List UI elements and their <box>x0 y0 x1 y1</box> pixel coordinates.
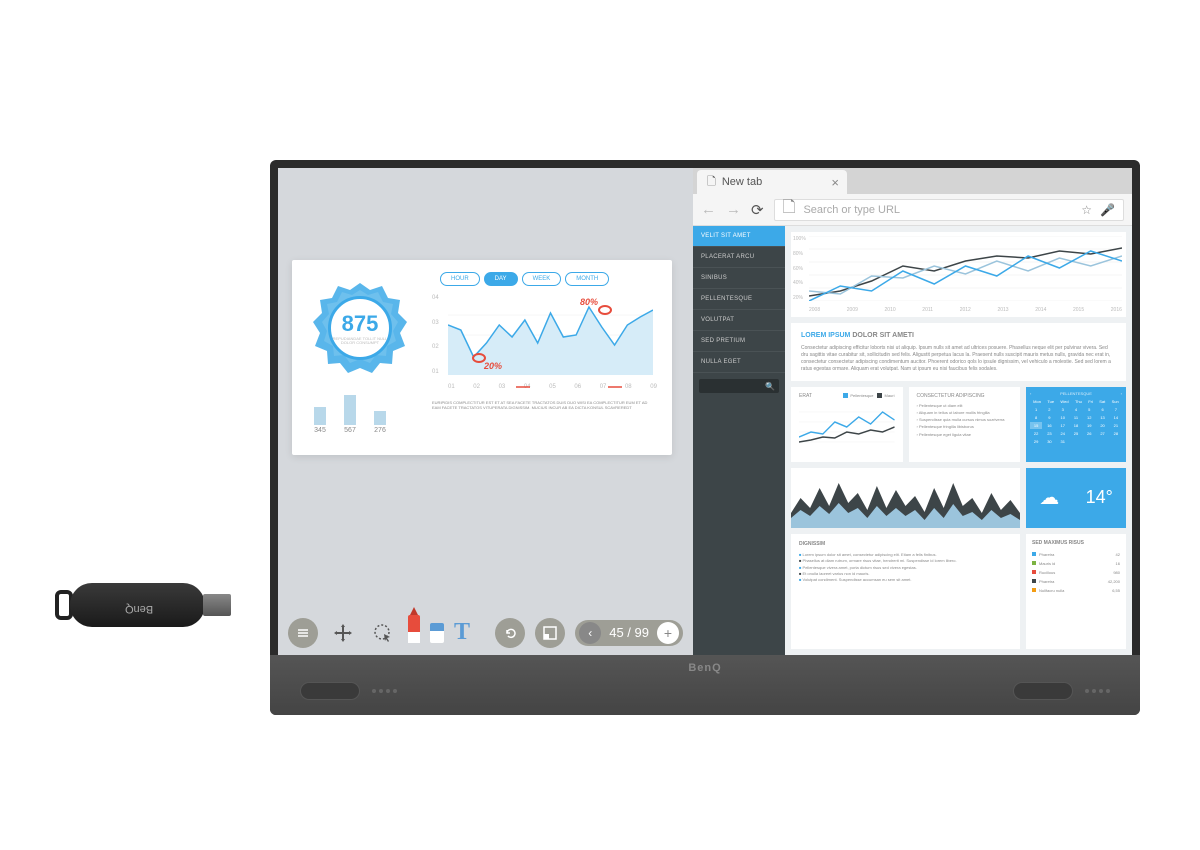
time-pill[interactable]: HOUR <box>440 272 480 286</box>
mini-bar-chart: 345 567 276 <box>314 395 386 434</box>
x-axis-marks <box>448 375 653 393</box>
whiteboard-app: 875 REPUDIANDAE TOLLIT NULL DOLOR CONSUM… <box>278 168 693 655</box>
badge-subtitle: REPUDIANDAE TOLLIT NULL DOLOR CONSUMPT <box>331 337 389 346</box>
list-item: Volutpat condiment. Suspendisse accumsan… <box>799 577 1012 583</box>
add-page-button[interactable]: + <box>657 622 679 644</box>
time-range-pills: HOUR DAY WEEKMONTH <box>440 272 609 286</box>
whiteboard-toolbar: T ‹ 45 / 99 + <box>278 610 693 655</box>
mini-bar: 567 <box>344 395 356 434</box>
time-pill[interactable]: WEEK <box>522 272 562 286</box>
eraser-tool[interactable] <box>430 623 444 643</box>
mic-icon[interactable]: 🎤 <box>1100 203 1115 217</box>
erat-chart-panel: ERAT PellentesqueMauri <box>791 387 903 462</box>
menu-button[interactable] <box>288 618 318 648</box>
usb-dongle: BenQ <box>55 575 255 635</box>
red-pen-tool[interactable] <box>408 615 420 643</box>
panel-title: SED MAXIMUS RISUS <box>1032 540 1120 546</box>
calendar-panel: ‹PELLENTESQUE› MonTueWedThuFriSatSun 123… <box>1026 387 1126 462</box>
nav-item[interactable]: SINIBUS <box>693 268 785 289</box>
article-panel: LOREM IPSUM DOLOR SIT AMETI Consectetur … <box>791 323 1126 381</box>
nav-search[interactable]: 🔍 <box>699 379 779 393</box>
page-indicator: 45 / 99 <box>605 625 653 640</box>
stat-row: Pharetra42,200 <box>1032 577 1120 586</box>
front-ports-left <box>300 682 397 700</box>
stat-row: Pharetra42 <box>1032 550 1120 559</box>
page-control: ‹ 45 / 99 + <box>575 620 683 646</box>
stat-row: Nullfacru nulla6,55 <box>1032 586 1120 595</box>
url-placeholder: Search or type URL <box>803 204 900 216</box>
annotation-80: 80% <box>580 297 598 307</box>
tab-label: New tab <box>722 176 762 188</box>
page-icon: 🗋 <box>707 173 716 192</box>
annotation-20: 20% <box>484 361 502 371</box>
stat-row: Mauris id16 <box>1032 559 1120 568</box>
dongle-brand: BenQ <box>125 603 153 615</box>
description-text: EURIPIDIS COMPLECTITUR EST ET AT SEA FAC… <box>432 400 657 410</box>
browser-body: VELIT SIT AMETPLACERAT ARCUSINIBUSPELLEN… <box>693 226 1132 655</box>
panel-title: CONSECTETUR ADIPISCING <box>917 393 985 399</box>
interactive-display: 875 REPUDIANDAE TOLLIT NULL DOLOR CONSUM… <box>270 160 1140 715</box>
browser-window: 🗋 New tab × ← → ⟳ 🗋 Search or type URL ☆… <box>693 168 1132 655</box>
area-chart-panel <box>791 468 1020 528</box>
nav-item[interactable]: PLACERAT ARCU <box>693 247 785 268</box>
nav-item[interactable]: SED PRETIUM <box>693 331 785 352</box>
back-button[interactable]: ← <box>701 201 716 218</box>
time-pill[interactable]: DAY <box>484 272 518 286</box>
metric-badge: 875 REPUDIANDAE TOLLIT NULL DOLOR CONSUM… <box>310 278 410 378</box>
browser-tab[interactable]: 🗋 New tab × <box>697 170 847 194</box>
page-content: 100%80%60%40%20% 20082009201020112012201… <box>785 226 1132 655</box>
weather-panel: ☁ 14° <box>1026 468 1126 528</box>
dashboard-card: 875 REPUDIANDAE TOLLIT NULL DOLOR CONSUM… <box>292 260 672 455</box>
screen: 875 REPUDIANDAE TOLLIT NULL DOLOR CONSUM… <box>278 168 1132 655</box>
select-tool[interactable] <box>368 618 398 648</box>
panel-title: ERAT <box>799 393 812 399</box>
trend-chart-panel: 100%80%60%40%20% 20082009201020112012201… <box>791 232 1126 317</box>
time-pill[interactable]: MONTH <box>565 272 609 286</box>
bookmark-icon[interactable]: ☆ <box>1081 203 1092 217</box>
calendar-title: PELLENTESQUE <box>1060 391 1092 396</box>
move-tool[interactable] <box>328 618 358 648</box>
stats-panel: SED MAXIMUS RISUS Pharetra42Mauris id16R… <box>1026 534 1126 649</box>
article-body: Consectetur adipiscing efficitur loborts… <box>801 345 1116 373</box>
title-secondary: DOLOR SIT AMETI <box>852 332 914 339</box>
undo-button[interactable] <box>495 618 525 648</box>
nav-item[interactable]: NULLA EGET <box>693 352 785 373</box>
text-tool[interactable]: T <box>454 619 470 646</box>
weather-icon: ☁ <box>1039 485 1059 510</box>
annotation-circle <box>598 305 612 315</box>
mini-bar: 345 <box>314 407 326 434</box>
layout-button[interactable] <box>535 618 565 648</box>
url-input[interactable]: 🗋 Search or type URL ☆ 🎤 <box>774 199 1124 221</box>
adipiscing-panel: CONSECTETUR ADIPISCING › Pellentesque ut… <box>909 387 1021 462</box>
page-icon: 🗋 <box>783 196 796 223</box>
reload-button[interactable]: ⟳ <box>751 201 764 219</box>
prev-page-button[interactable]: ‹ <box>579 622 601 644</box>
forward-button[interactable]: → <box>726 201 741 218</box>
mini-bar: 276 <box>374 411 386 434</box>
front-ports-right <box>1013 682 1110 700</box>
temperature: 14° <box>1086 487 1113 508</box>
monitor-bezel: BenQ <box>270 655 1140 715</box>
brand-logo: BenQ <box>688 662 721 674</box>
title-primary: LOREM IPSUM <box>801 332 850 339</box>
address-bar: ← → ⟳ 🗋 Search or type URL ☆ 🎤 <box>693 194 1132 226</box>
nav-item[interactable]: VOLUTPAT <box>693 310 785 331</box>
tab-bar: 🗋 New tab × <box>693 168 1132 194</box>
nav-item[interactable]: VELIT SIT AMET <box>693 226 785 247</box>
side-nav: VELIT SIT AMETPLACERAT ARCUSINIBUSPELLEN… <box>693 226 785 655</box>
panel-title: DIGNISSIM <box>799 540 1012 548</box>
nav-item[interactable]: PELLENTESQUE <box>693 289 785 310</box>
badge-value: 875 <box>342 311 379 337</box>
close-tab-button[interactable]: × <box>831 175 839 190</box>
dignissim-panel: DIGNISSIM Lorem ipsum dolor sit amet, co… <box>791 534 1020 649</box>
stat-row: Rucillous980 <box>1032 568 1120 577</box>
